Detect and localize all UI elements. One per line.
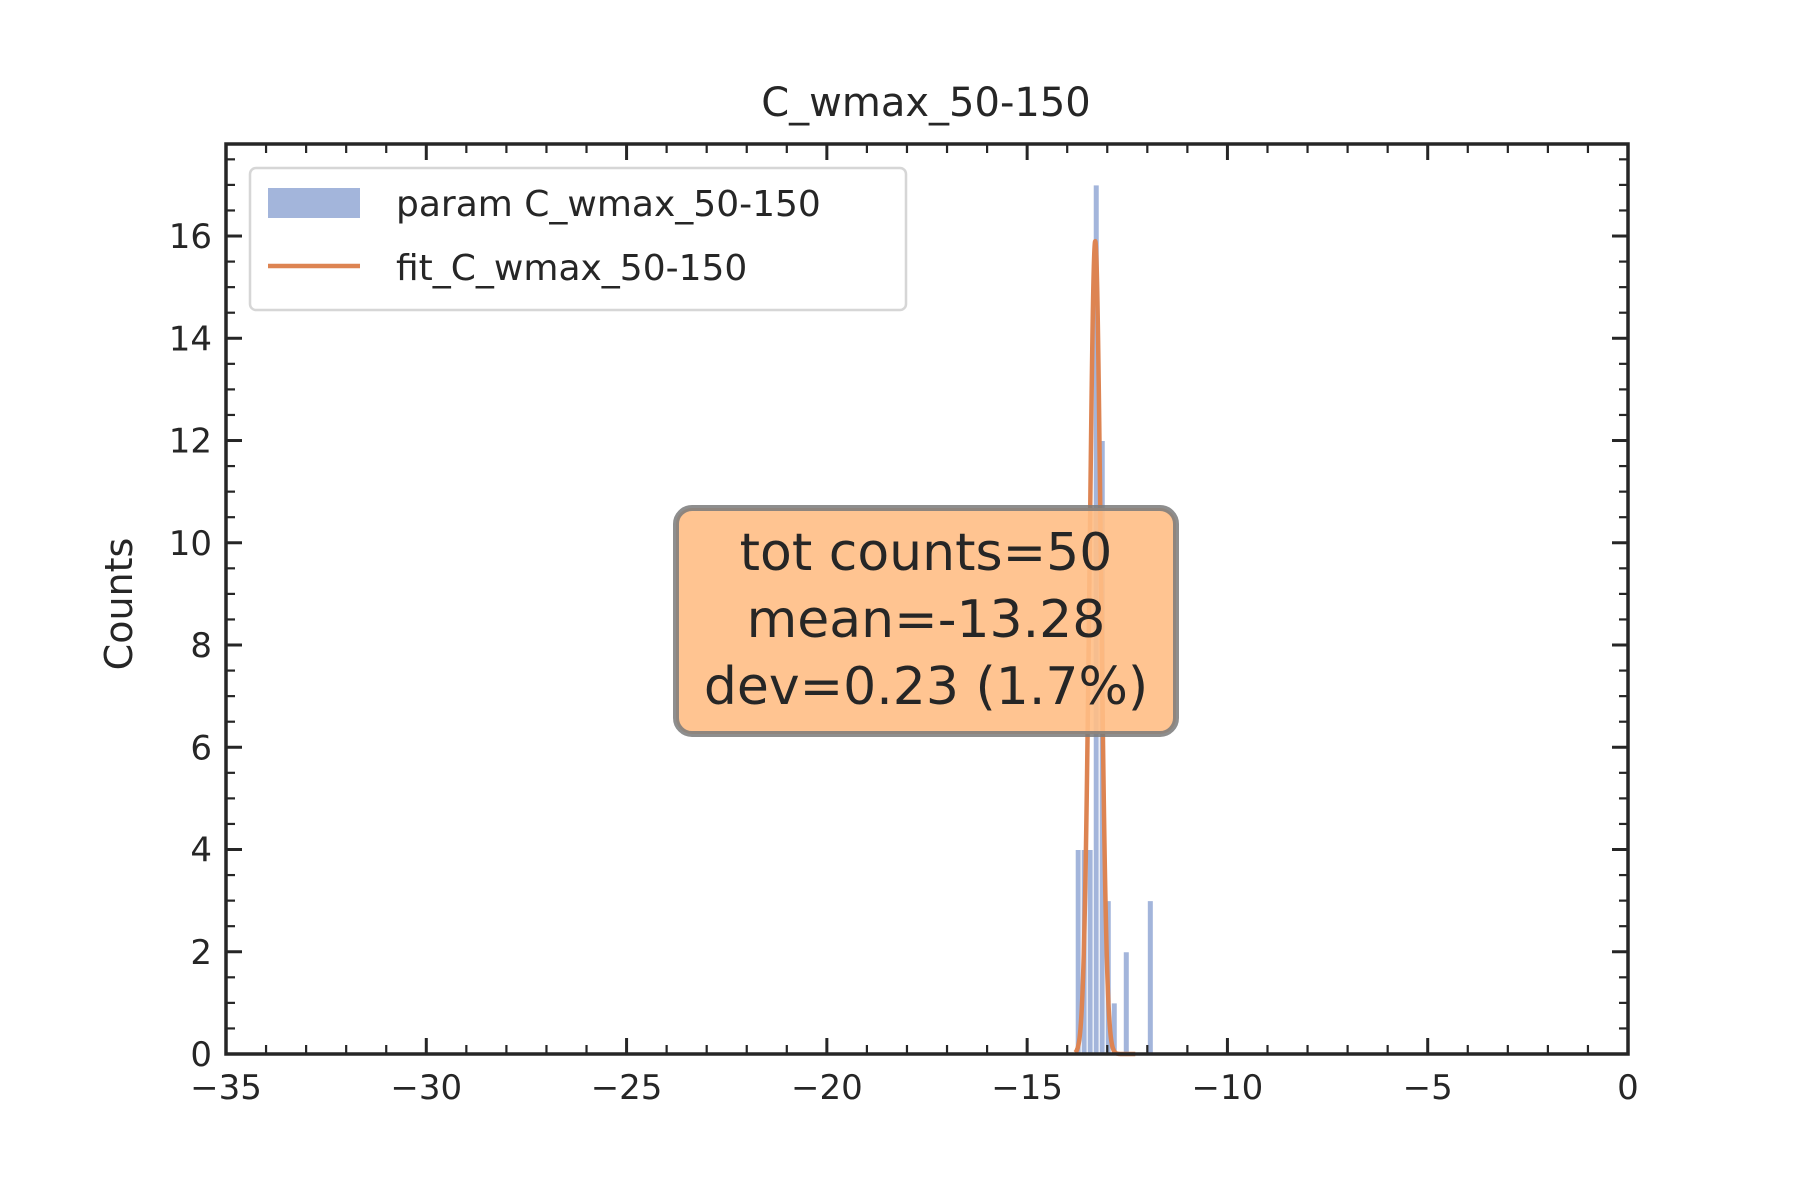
legend-frame: [248, 166, 908, 312]
x-tick-label: −15: [991, 1068, 1063, 1108]
y-tick-label: 6: [190, 728, 212, 768]
x-tick-label: −5: [1403, 1068, 1453, 1108]
stats-dev: dev=0.23 (1.7%): [704, 657, 1148, 717]
axis-tick-labels: −35 −30 −25 −20 −15 −10 −5 0 0 2 4 6 8 10 12 14 16: [169, 217, 1639, 1108]
histogram-bar-8: [1122, 951, 1130, 1055]
histogram-bar-2: [1086, 849, 1094, 1055]
histogram-bar-12: [1146, 900, 1154, 1055]
x-tick-label: −20: [791, 1068, 863, 1108]
y-tick-label: 4: [190, 831, 212, 871]
chart-title: C_wmax_50-150: [761, 80, 1090, 126]
y-tick-label: 2: [190, 933, 212, 973]
y-tick-label: 16: [169, 217, 212, 257]
plot-frame: [224, 142, 1630, 1056]
x-tick-label: −30: [390, 1068, 462, 1108]
stats-mean: mean=-13.28: [747, 590, 1106, 650]
y-tick-label: 10: [169, 524, 212, 564]
x-tick-label: −35: [190, 1068, 262, 1108]
y-axis-label: Counts: [97, 538, 141, 671]
stats-annotation: tot counts=50 mean=-13.28 dev=0.23 (1.7%…: [673, 505, 1179, 737]
stats-annotation-box: [673, 505, 1179, 737]
legend: param C_wmax_50-150 fit_C_wmax_50-150: [248, 166, 908, 312]
y-tick-label: 8: [190, 626, 212, 666]
x-tick-label: 0: [1617, 1068, 1639, 1108]
legend-histogram-swatch: [268, 188, 360, 218]
y-tick-label: 12: [169, 422, 212, 462]
y-tick-label: 14: [169, 319, 212, 359]
legend-histogram-label: param C_wmax_50-150: [396, 184, 821, 225]
x-tick-label: −10: [1192, 1068, 1264, 1108]
y-tick-label: 0: [190, 1035, 212, 1075]
legend-fit-label: fit_C_wmax_50-150: [396, 248, 747, 289]
x-tick-label: −25: [591, 1068, 663, 1108]
stats-tot-counts: tot counts=50: [740, 523, 1113, 583]
